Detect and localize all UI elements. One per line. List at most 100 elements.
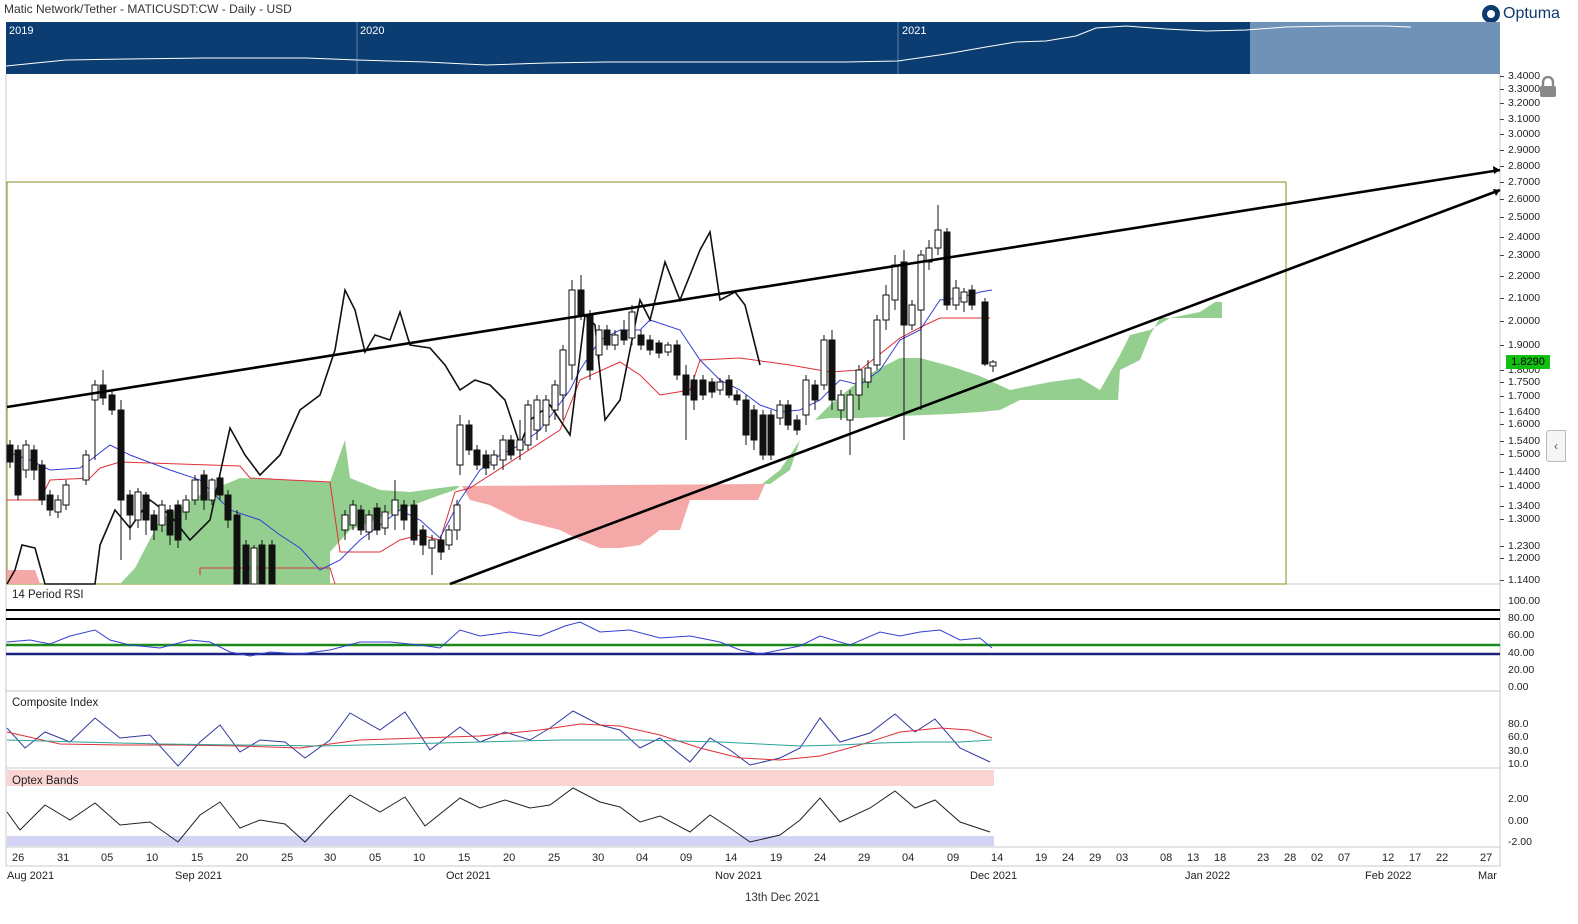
bullish-candle[interactable]: [208, 479, 216, 501]
bearish-candle[interactable]: [577, 289, 585, 316]
bullish-candle[interactable]: [595, 329, 603, 356]
bearish-candle[interactable]: [473, 449, 481, 466]
bearish-candle[interactable]: [725, 379, 733, 396]
bearish-candle[interactable]: [507, 439, 515, 456]
bullish-candle[interactable]: [628, 311, 636, 339]
bullish-candle[interactable]: [716, 381, 724, 391]
bullish-candle[interactable]: [533, 399, 541, 431]
bearish-candle[interactable]: [233, 514, 241, 585]
bullish-candle[interactable]: [855, 369, 863, 396]
bullish-candle[interactable]: [820, 339, 828, 386]
bearish-candle[interactable]: [637, 334, 645, 346]
navigator-selection-window[interactable]: [1250, 22, 1500, 74]
bullish-candle[interactable]: [158, 504, 166, 526]
bearish-candle[interactable]: [419, 529, 427, 546]
bullish-candle[interactable]: [490, 454, 498, 466]
bullish-candle[interactable]: [82, 454, 90, 481]
bearish-candle[interactable]: [108, 394, 116, 411]
bearish-candle[interactable]: [900, 261, 908, 326]
bullish-candle[interactable]: [428, 539, 436, 549]
bullish-candle[interactable]: [542, 399, 550, 426]
bearish-candle[interactable]: [142, 494, 150, 521]
bullish-candle[interactable]: [22, 444, 30, 471]
bearish-candle[interactable]: [482, 454, 490, 469]
bearish-candle[interactable]: [646, 339, 654, 351]
bearish-candle[interactable]: [682, 374, 690, 396]
bearish-candle[interactable]: [150, 514, 158, 531]
bullish-candle[interactable]: [908, 304, 916, 326]
bullish-candle[interactable]: [873, 319, 881, 366]
bullish-candle[interactable]: [776, 404, 784, 419]
lower-wedge-trendline[interactable]: [449, 188, 1501, 586]
bearish-candle[interactable]: [400, 504, 408, 521]
bearish-candle[interactable]: [224, 494, 232, 521]
upper-wedge-trendline[interactable]: [6, 168, 1501, 409]
bullish-candle[interactable]: [54, 499, 62, 513]
bearish-candle[interactable]: [117, 409, 125, 501]
bearish-candle[interactable]: [166, 509, 174, 536]
bearish-candle[interactable]: [708, 381, 716, 393]
bullish-candle[interactable]: [568, 289, 576, 366]
bullish-candle[interactable]: [882, 294, 890, 321]
bullish-candle[interactable]: [453, 504, 461, 531]
bearish-candle[interactable]: [742, 399, 750, 436]
bearish-candle[interactable]: [943, 231, 951, 306]
bearish-candle[interactable]: [586, 314, 594, 371]
bearish-candle[interactable]: [673, 344, 681, 376]
bullish-candle[interactable]: [349, 504, 357, 526]
bearish-candle[interactable]: [6, 444, 14, 463]
bearish-candle[interactable]: [242, 544, 250, 585]
bearish-candle[interactable]: [357, 509, 365, 531]
collapse-panel-button[interactable]: ‹: [1546, 430, 1566, 462]
bearish-candle[interactable]: [174, 504, 182, 541]
bearish-candle[interactable]: [620, 329, 628, 341]
bullish-candle[interactable]: [864, 367, 872, 383]
bearish-candle[interactable]: [603, 329, 611, 346]
bullish-candle[interactable]: [499, 439, 507, 461]
bearish-candle[interactable]: [767, 414, 775, 456]
bearish-candle[interactable]: [14, 449, 22, 496]
bullish-candle[interactable]: [445, 529, 453, 546]
bearish-candle[interactable]: [46, 494, 54, 511]
bullish-candle[interactable]: [391, 499, 399, 516]
bearish-candle[interactable]: [699, 379, 707, 396]
bearish-candle[interactable]: [410, 504, 418, 541]
bullish-candle[interactable]: [846, 394, 854, 421]
bullish-candle[interactable]: [62, 484, 70, 506]
bullish-candle[interactable]: [891, 264, 899, 301]
bullish-candle[interactable]: [134, 491, 142, 521]
bullish-candle[interactable]: [516, 439, 524, 451]
projection-box[interactable]: [6, 181, 1287, 585]
bullish-candle[interactable]: [365, 514, 373, 533]
bullish-candle[interactable]: [837, 394, 845, 411]
bullish-candle[interactable]: [341, 514, 349, 531]
bullish-candle[interactable]: [250, 547, 258, 585]
bullish-candle[interactable]: [381, 511, 389, 529]
bearish-candle[interactable]: [200, 474, 208, 501]
bullish-candle[interactable]: [456, 424, 464, 466]
bearish-candle[interactable]: [258, 544, 266, 585]
bullish-candle[interactable]: [917, 254, 925, 311]
bearish-candle[interactable]: [690, 379, 698, 401]
bearish-candle[interactable]: [981, 301, 989, 365]
bearish-candle[interactable]: [828, 339, 836, 401]
bearish-candle[interactable]: [437, 539, 445, 553]
lock-icon[interactable]: [1538, 76, 1558, 98]
bearish-candle[interactable]: [465, 424, 473, 451]
bearish-candle[interactable]: [750, 409, 758, 441]
bearish-candle[interactable]: [811, 384, 819, 401]
bullish-candle[interactable]: [952, 287, 960, 306]
bearish-candle[interactable]: [373, 507, 381, 531]
bearish-candle[interactable]: [126, 494, 134, 516]
bullish-candle[interactable]: [551, 384, 559, 411]
bullish-candle[interactable]: [960, 291, 968, 303]
bearish-candle[interactable]: [38, 464, 46, 501]
bullish-candle[interactable]: [925, 247, 933, 263]
date-navigator[interactable]: 2019 2020 2021: [6, 22, 1500, 74]
bearish-candle[interactable]: [268, 544, 276, 585]
bullish-candle[interactable]: [182, 499, 190, 513]
bearish-candle[interactable]: [216, 477, 224, 496]
bearish-candle[interactable]: [759, 414, 767, 456]
bullish-candle[interactable]: [802, 379, 810, 416]
